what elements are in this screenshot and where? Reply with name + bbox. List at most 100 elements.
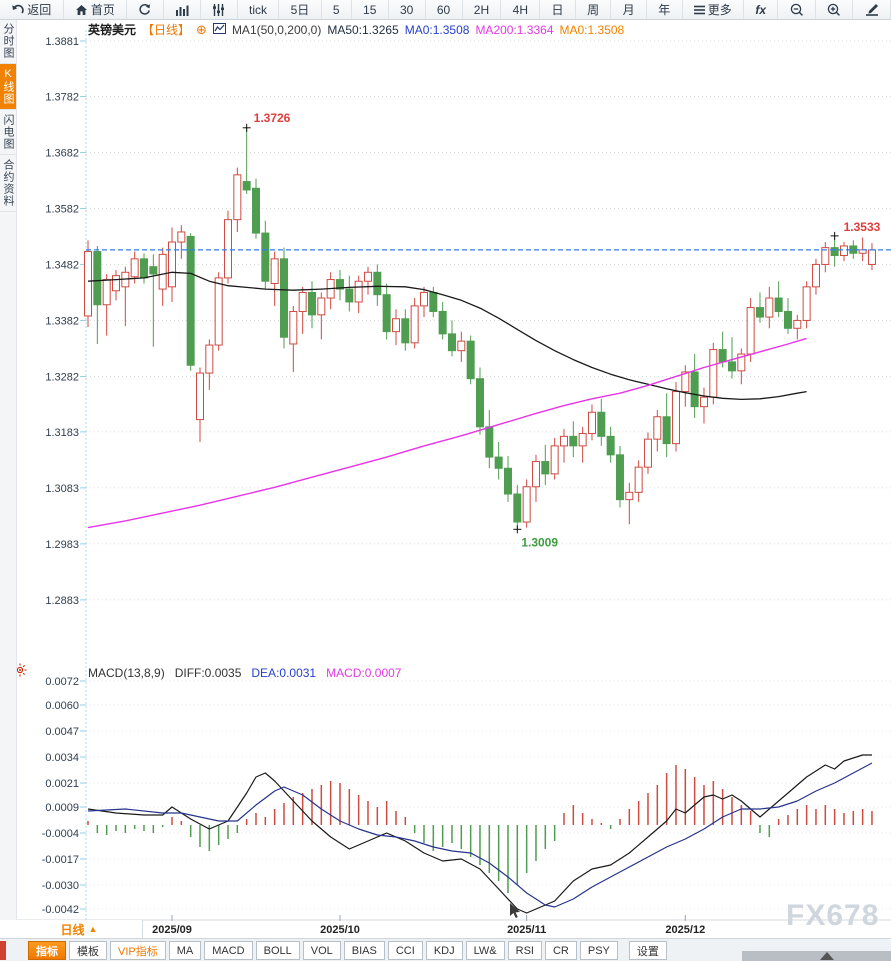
candle-body [457,340,466,352]
toolbar-item-draw[interactable] [853,0,891,19]
toolbar-item-week[interactable]: 周 [576,0,612,19]
macd-dea-value: DEA:0.0031 [251,666,317,680]
candle-body [634,466,643,493]
indicator-tab-7-BIAS[interactable]: BIAS [343,941,385,960]
candle-body [242,181,251,191]
candle-body [513,493,522,523]
toolbar-item-tick[interactable]: tick [238,0,280,19]
sidebar-item-contract-info[interactable]: 合约资料 [0,155,16,212]
indicator-tab-11-RSI[interactable]: RSI [507,941,542,960]
period-selector[interactable]: 日线 ▲ [16,920,143,938]
toolbar-item-m30[interactable]: 30 [389,0,426,19]
candle-body [475,378,484,428]
toolbar-item-label: 60 [436,2,451,17]
candle-body [578,433,587,447]
toolbar-item-m15[interactable]: 15 [352,0,389,19]
price-annotation: 1.3009 [521,535,558,549]
indicator-tab-6-VOL[interactable]: VOL [302,941,341,960]
toolbar-item-label: 首页 [90,3,115,17]
sidebar-item-lightning[interactable]: 闪电图 [0,110,16,155]
toolbar-item-5d[interactable]: 5日 [279,0,322,19]
period-selector-label: 日线 [60,922,85,937]
toolbar-item-m5[interactable]: 5 [322,0,352,19]
toolbar-item-home[interactable]: 首页 [64,0,128,19]
candle-body [811,263,820,288]
toolbar-item-fx[interactable]: fx [744,0,779,19]
toolbar-item-refresh[interactable] [127,0,164,19]
candle-body [317,297,326,316]
toolbar-item-label: 4H [512,2,528,17]
candle-body [261,232,270,282]
pencil-icon [865,3,879,16]
indicator-tab-14-[interactable]: 设置 [628,941,667,960]
mouse-cursor-icon [510,903,521,918]
indicator-tab-12-CR[interactable]: CR [544,941,577,960]
toolbar-item-h4[interactable]: 4H [501,0,541,19]
macd-axis-label: 0.0047 [45,726,79,738]
candle-body [102,279,111,306]
toolbar-item-m60[interactable]: 60 [426,0,463,19]
toolbar-item-day[interactable]: 日 [540,0,576,19]
macd-axis-label: 0.0060 [45,700,79,712]
indicator-tab-8-CCI[interactable]: CCI [387,941,423,960]
month-label: 2025/10 [320,924,360,936]
toolbar-edge-marker [0,941,6,960]
macd-axis-label: -0.0030 [42,880,79,892]
toolbar-item-more[interactable]: 更多 [683,0,745,19]
toolbar-item-month[interactable]: 月 [611,0,647,19]
toolbar-item-label: 5日 [290,3,310,17]
undo-arrow-icon [11,4,24,16]
horizontal-scrollbar[interactable] [742,951,891,961]
indicator-tab-0-[interactable]: 指标 [28,941,66,960]
candle-body [354,280,363,303]
toolbar-item-zoom-in[interactable] [816,0,854,19]
time-axis-row: 日线 ▲ [16,920,891,938]
indicator-tab-2-VIP[interactable]: VIP指标 [110,941,166,960]
bar-chart-icon [175,4,189,16]
candle-body [93,251,102,306]
price-chart-header: 英镑美元 【日线】 ⊕ MA1(50,0,200,0) MA50:1.3265 … [88,21,624,38]
sidebar-item-kline[interactable]: K线图 [0,64,16,110]
toolbar-item-chart-type[interactable] [164,0,202,19]
chart-style-icon[interactable] [212,22,226,37]
toolbar-item-h2[interactable]: 2H [463,0,502,19]
candle-body [550,445,559,475]
price-axis-label: 1.3382 [45,315,79,327]
macd-title[interactable]: MACD(13,8,9) [88,666,165,680]
add-compare-icon[interactable]: ⊕ [196,21,207,37]
candle-body [205,344,214,374]
ma50-value: MA50:1.3265 [327,22,399,37]
indicator-tab-4-MACD[interactable]: MACD [204,941,253,960]
candle-body [335,279,344,290]
candle-body [690,371,699,408]
indicator-tab-9-KDJ[interactable]: KDJ [425,941,463,960]
candle-body [531,461,540,488]
toolbar-item-label: 年 [658,3,671,17]
indicator-tab-1-[interactable]: 模板 [69,941,107,960]
macd-axis-label: -0.0004 [42,828,79,840]
month-label: 2025/12 [665,924,705,936]
toolbar-item-back[interactable]: 返回 [0,0,64,19]
candle-body [625,491,634,501]
toolbar-item-indicator-settings[interactable] [201,0,238,19]
candle-body [410,305,419,344]
macd-hist-value: MACD:0.0007 [326,666,402,680]
candle-body [867,249,876,265]
fx678-watermark: FX678 [786,899,880,932]
candle-body [587,411,596,435]
toolbar-item-year[interactable]: 年 [647,0,683,19]
indicator-tab-10-LW[interactable]: LW& [465,941,505,960]
indicator-tab-13-PSY[interactable]: PSY [579,941,618,960]
candle-body [485,426,494,458]
top-toolbar: 返回 首页 tick 5日 5 15 30 60 2H 4H 日 周 月 年 更多 fx [0,0,891,20]
sidebar-item-time-share[interactable]: 分时图 [0,19,16,64]
price-axis-label: 1.3482 [45,259,79,271]
candle-body [382,294,391,333]
candle-body [737,353,746,372]
toolbar-item-zoom-out[interactable] [778,0,816,19]
indicator-tab-3-MA[interactable]: MA [168,941,202,960]
ma-settings-label[interactable]: MA1(50,0,200,0) [231,22,322,37]
indicator-tab-5-BOLL[interactable]: BOLL [255,941,300,960]
